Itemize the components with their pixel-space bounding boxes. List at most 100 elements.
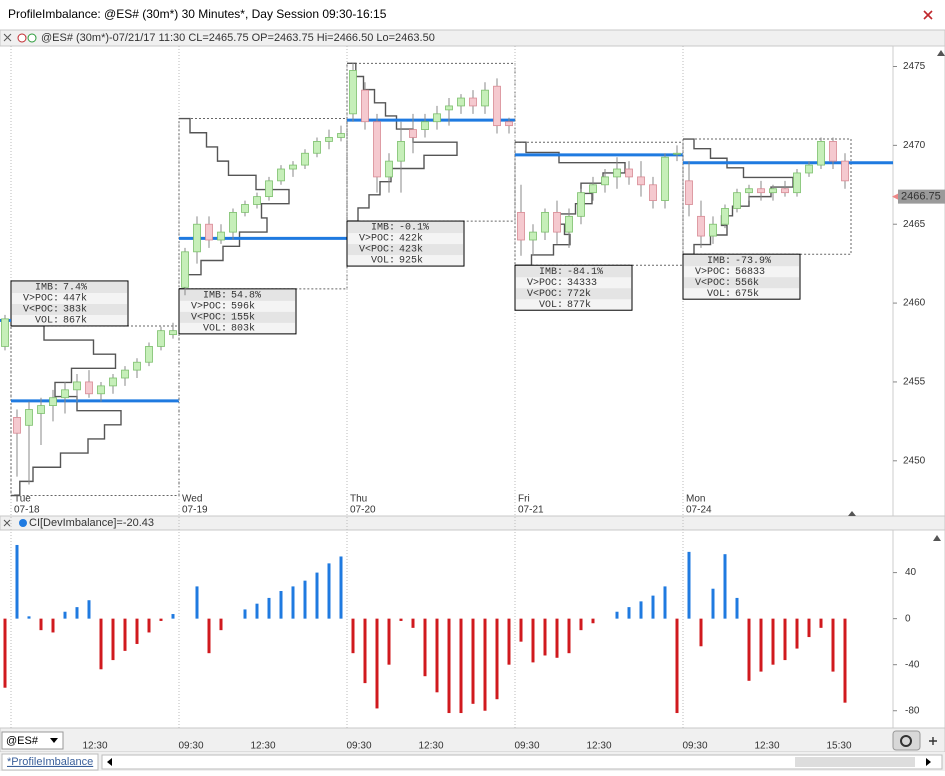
header-close[interactable] xyxy=(3,33,12,42)
day-date: 07-24 xyxy=(686,505,712,516)
stats-row xyxy=(684,255,799,267)
refresh-button[interactable] xyxy=(892,730,921,751)
scroll-thumb[interactable] xyxy=(795,757,915,767)
candle-body xyxy=(637,176,645,186)
scrollbar[interactable] xyxy=(101,754,943,770)
x-tick-label: 09:30 xyxy=(178,741,203,752)
bar xyxy=(3,618,7,688)
stats-row xyxy=(684,277,799,289)
y-tick-label: 2460 xyxy=(903,298,926,309)
indicator-close[interactable] xyxy=(3,519,11,527)
y-tick-label: 0 xyxy=(905,613,911,624)
bar xyxy=(195,586,199,619)
bar xyxy=(771,618,775,665)
x-tick-label: 15:30 xyxy=(826,741,851,752)
stats-value: 383k xyxy=(63,304,87,316)
candle-body xyxy=(421,121,429,130)
stats-row xyxy=(348,244,463,256)
bar xyxy=(651,595,655,619)
stats-value: 596k xyxy=(231,301,255,313)
stats-value: 675k xyxy=(735,288,759,300)
time-axis xyxy=(0,727,945,753)
candle-body xyxy=(13,417,21,434)
stats-value: 155k xyxy=(231,312,255,324)
bar xyxy=(807,618,811,638)
bar xyxy=(459,618,463,714)
indicator-title: CI[DevImbalance]=-20.43 xyxy=(29,517,154,529)
dropdown-arrow xyxy=(50,738,58,743)
bar xyxy=(567,618,571,654)
stats-label: IMB: xyxy=(203,291,227,302)
bar xyxy=(687,551,691,619)
candle-body xyxy=(841,160,849,182)
candle-body xyxy=(565,215,573,233)
bar xyxy=(375,618,379,709)
stats-label: V>POC: xyxy=(527,278,563,289)
stats-row xyxy=(12,281,127,293)
symbol-text: @ES# xyxy=(6,735,39,747)
close-icon xyxy=(923,10,933,20)
stats-label: VOL: xyxy=(203,324,227,335)
bar xyxy=(795,618,799,649)
candle-body xyxy=(229,211,237,233)
stats-value: 772k xyxy=(567,288,591,300)
stats-label: VOL: xyxy=(539,300,563,311)
stats-label: V>POC: xyxy=(191,302,227,313)
last-price-box xyxy=(898,189,945,204)
bar xyxy=(615,611,619,619)
bar xyxy=(591,618,595,624)
bar xyxy=(147,618,151,633)
candle-body xyxy=(481,89,489,107)
bar xyxy=(639,601,643,619)
candle-body xyxy=(625,168,633,178)
x-tick-label: 12:30 xyxy=(82,741,107,752)
bar xyxy=(75,607,79,619)
bar xyxy=(327,563,331,619)
x-tick-label: 09:30 xyxy=(514,741,539,752)
bar xyxy=(399,618,403,621)
candle-body xyxy=(325,137,333,142)
stats-value: 54.8% xyxy=(231,291,261,302)
candle-body xyxy=(217,231,225,241)
bar xyxy=(723,554,727,619)
bar xyxy=(483,618,487,711)
status-dot xyxy=(27,33,37,43)
x-tick-label: 09:30 xyxy=(682,741,707,752)
y-tick-label: 2475 xyxy=(903,61,926,72)
bar xyxy=(699,618,703,647)
bar xyxy=(663,586,667,619)
title-bar xyxy=(0,0,945,30)
candle-body xyxy=(733,192,741,209)
candle-body xyxy=(133,361,141,371)
last-price-marker xyxy=(892,193,898,200)
candle-body xyxy=(397,141,405,162)
candle-body xyxy=(601,176,609,186)
bar xyxy=(243,609,247,619)
candle-body xyxy=(589,184,597,194)
stats-label: V>POC: xyxy=(695,267,731,278)
stats-value: -0.1% xyxy=(399,223,429,234)
day-date: 07-21 xyxy=(518,505,544,516)
x-tick-label: 09:30 xyxy=(346,741,371,752)
stats-value: 867k xyxy=(63,315,87,327)
bar xyxy=(351,618,355,654)
status-dot xyxy=(17,33,27,43)
candle-body xyxy=(37,405,45,414)
indicator-header xyxy=(0,515,945,531)
y-tick-label: 2450 xyxy=(903,455,926,466)
add-button[interactable] xyxy=(929,737,937,745)
tab[interactable] xyxy=(1,753,99,771)
symbol-dropdown[interactable] xyxy=(1,731,64,750)
stats-label: V>POC: xyxy=(359,234,395,245)
stats-row xyxy=(12,303,127,315)
bar xyxy=(219,618,223,631)
candle-body xyxy=(817,141,825,166)
candle-body xyxy=(373,121,381,178)
y-tick-label: 2465 xyxy=(903,219,926,230)
candle-body xyxy=(205,223,213,241)
bar xyxy=(447,618,451,714)
candle-body xyxy=(577,192,585,217)
bar xyxy=(27,616,31,619)
stats-value: 877k xyxy=(567,299,591,311)
